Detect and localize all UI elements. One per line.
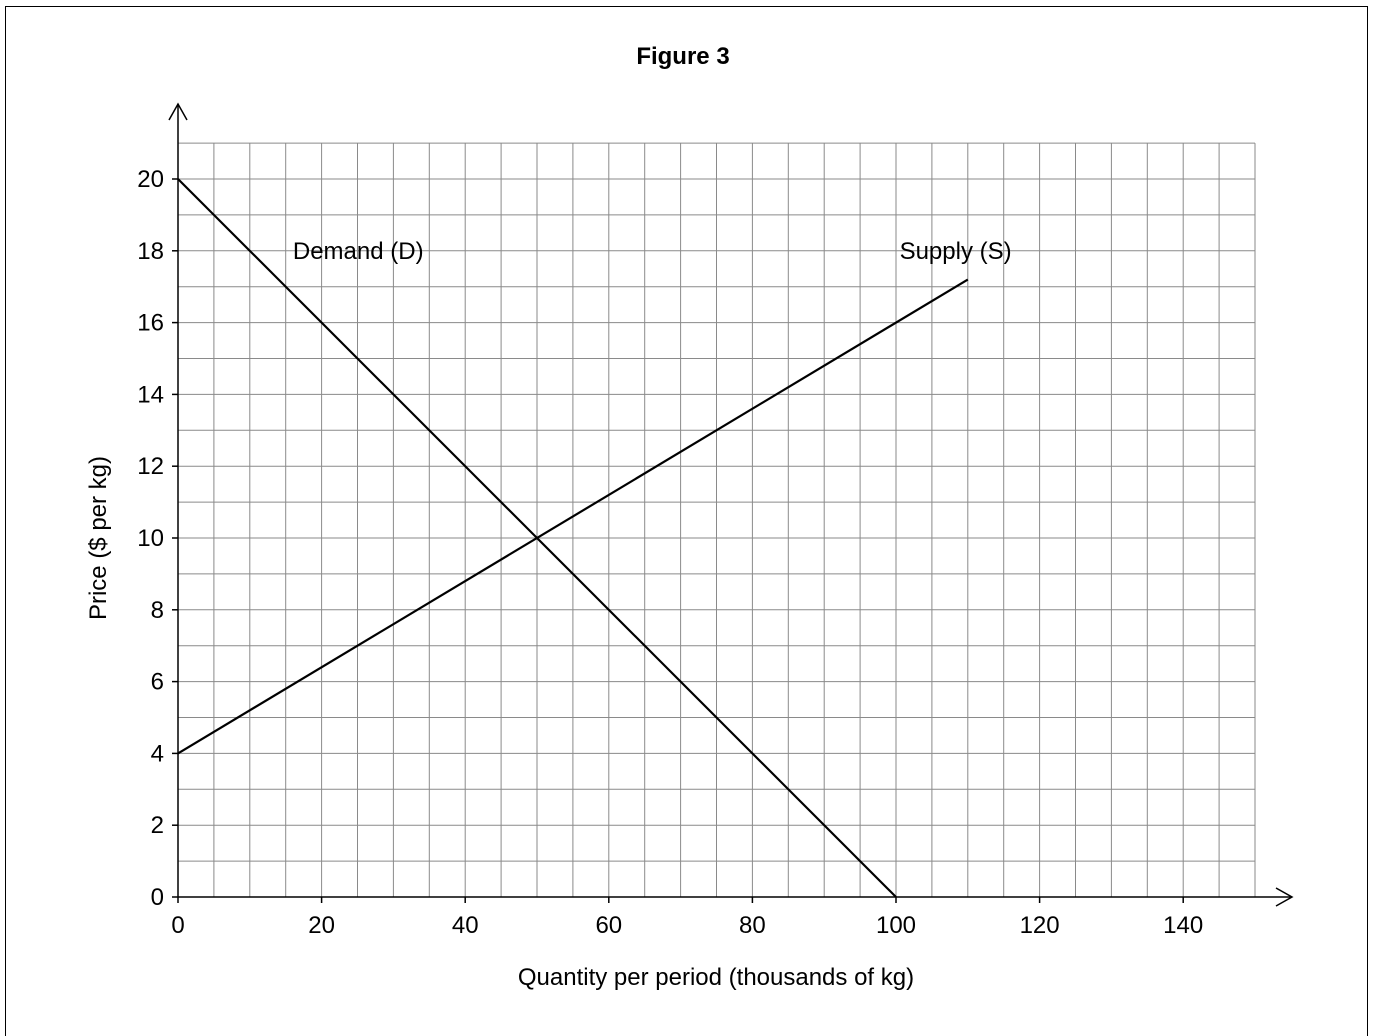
y-tick-label: 16 (137, 310, 164, 337)
x-tick-label: 0 (171, 912, 184, 939)
tick-labels: 0 20 40 60 80 100 120 140 0 2 4 6 8 10 12 14 16 18 20 (137, 166, 1203, 939)
supply-label: Supply (S) (900, 238, 1012, 265)
y-tick-label: 18 (137, 238, 164, 265)
axes (168, 102, 1294, 907)
x-tick-label: 80 (739, 912, 766, 939)
x-tick-label: 60 (595, 912, 622, 939)
chart-text: Figure 3 Quantity per period (thousands … (85, 43, 1012, 991)
x-tick-label: 100 (876, 912, 916, 939)
figure-frame (5, 6, 1368, 1036)
y-axis-arrow-icon (168, 102, 188, 121)
x-axis-label: Quantity per period (thousands of kg) (518, 964, 914, 991)
x-tick-label: 40 (452, 912, 479, 939)
x-tick-label: 120 (1020, 912, 1060, 939)
y-tick-label: 14 (137, 381, 164, 408)
y-axis-label: Price ($ per kg) (85, 456, 112, 620)
y-tick-label: 12 (137, 453, 164, 480)
x-tick-label: 140 (1163, 912, 1203, 939)
y-tick-label: 2 (151, 812, 164, 839)
y-tick-label: 20 (137, 166, 164, 193)
y-tick-label: 6 (151, 669, 164, 696)
y-tick-label: 4 (151, 740, 164, 767)
demand-label: Demand (D) (293, 238, 424, 265)
y-tick-label: 10 (137, 525, 164, 552)
y-tick-label: 8 (151, 597, 164, 624)
x-tick-label: 20 (308, 912, 335, 939)
series-lines (177, 178, 969, 898)
chart-title: Figure 3 (636, 43, 729, 70)
x-axis-arrow-icon (1275, 887, 1294, 907)
y-tick-label: 0 (151, 884, 164, 911)
grid (178, 142, 1256, 897)
supply-line (177, 278, 969, 755)
